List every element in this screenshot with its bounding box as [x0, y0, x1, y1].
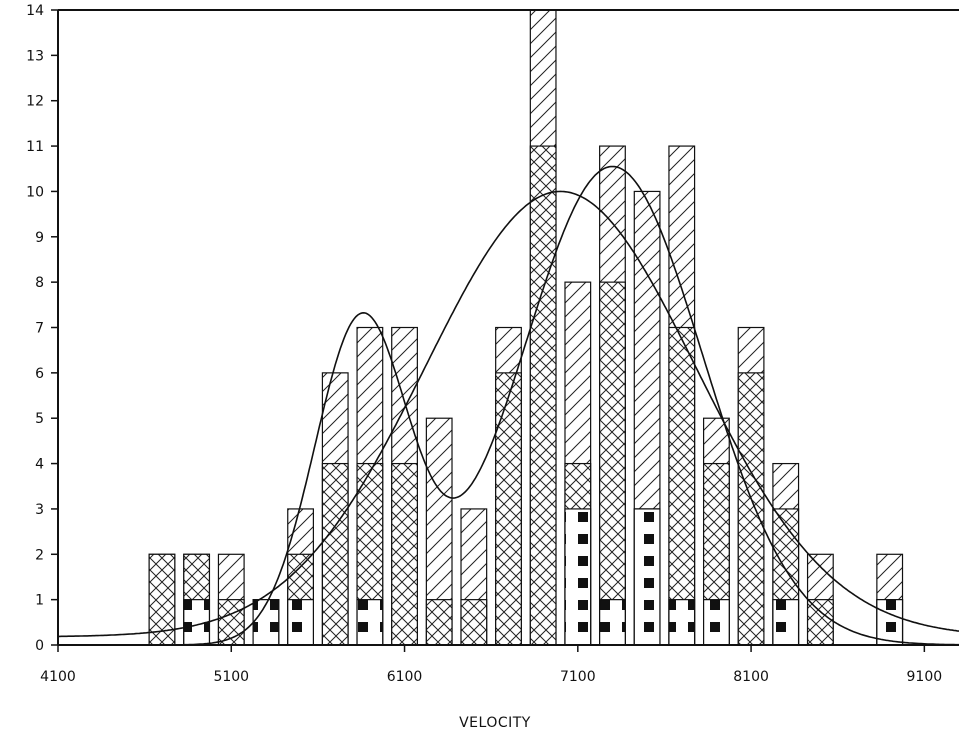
bar-series-2	[668, 326, 696, 646]
bar-series-2	[391, 462, 418, 646]
bar-series-2	[495, 372, 522, 646]
bar-group	[772, 462, 800, 646]
bars-group	[148, 9, 904, 646]
bar-series-3	[668, 599, 696, 646]
bar-series-3	[252, 599, 280, 646]
bar-series-3	[564, 508, 592, 646]
bar-group	[599, 145, 626, 646]
y-tick-label: 9	[35, 230, 44, 246]
bar-group	[252, 599, 280, 646]
single-gaussian-fit-curve	[58, 190, 959, 638]
bar-group	[425, 417, 453, 646]
bar-group	[148, 553, 176, 646]
bar-series-2	[599, 281, 626, 646]
bar-series-3	[599, 599, 626, 646]
bar-series-2	[529, 145, 557, 646]
y-tick-label: 4	[35, 457, 44, 473]
bar-series-3	[356, 599, 384, 646]
bar-group	[287, 508, 314, 646]
y-tick-label: 8	[35, 275, 44, 291]
y-tick-label: 10	[26, 184, 44, 200]
y-tick-label: 5	[35, 411, 44, 427]
x-tick-label: 7100	[560, 669, 596, 685]
bar-group	[806, 553, 834, 646]
bar-series-2	[460, 599, 488, 646]
bar-group	[495, 326, 522, 646]
y-tick-label: 12	[26, 94, 44, 110]
bar-series-2	[425, 599, 453, 646]
bar-series-3	[772, 599, 800, 646]
y-tick-label: 7	[35, 321, 44, 337]
y-tick-label: 11	[26, 139, 44, 155]
bar-group	[702, 417, 730, 646]
x-tick-label: 8100	[733, 669, 769, 685]
bar-group	[460, 508, 488, 646]
bar-group	[321, 372, 349, 646]
y-tick-label: 1	[35, 593, 44, 609]
x-tick-label: 6100	[387, 669, 423, 685]
bar-series-3	[287, 599, 314, 646]
x-tick-label: 4100	[40, 669, 76, 685]
bar-series-2	[737, 372, 765, 646]
y-tick-label: 13	[26, 48, 44, 64]
bar-group	[633, 190, 661, 646]
bar-series-3	[702, 599, 730, 646]
x-tick-label: 5100	[213, 669, 249, 685]
bar-group	[529, 9, 557, 646]
bar-group	[183, 553, 211, 646]
bar-series-2	[321, 462, 349, 646]
bar-series-3	[633, 508, 661, 646]
x-tick-group: 4100 5100 6100 7100 8100 9100	[40, 645, 942, 685]
bar-group	[564, 281, 592, 646]
y-tick-label: 14	[26, 3, 44, 19]
y-tick-label: 0	[35, 638, 44, 654]
two-gaussian-fit-curve	[58, 165, 959, 645]
x-tick-label: 9100	[907, 669, 943, 685]
bar-group	[217, 553, 245, 646]
x-axis-title: VELOCITY	[459, 715, 531, 731]
bar-group	[668, 145, 696, 646]
bar-group	[356, 326, 384, 646]
y-tick-label: 3	[35, 502, 44, 518]
bar-series-3	[876, 599, 904, 646]
curves-group	[58, 165, 959, 645]
y-tick-label: 6	[35, 366, 44, 382]
bar-group	[391, 326, 418, 646]
y-tick-label: 2	[35, 547, 44, 563]
bar-series-2	[806, 599, 834, 646]
bar-group	[876, 553, 904, 646]
